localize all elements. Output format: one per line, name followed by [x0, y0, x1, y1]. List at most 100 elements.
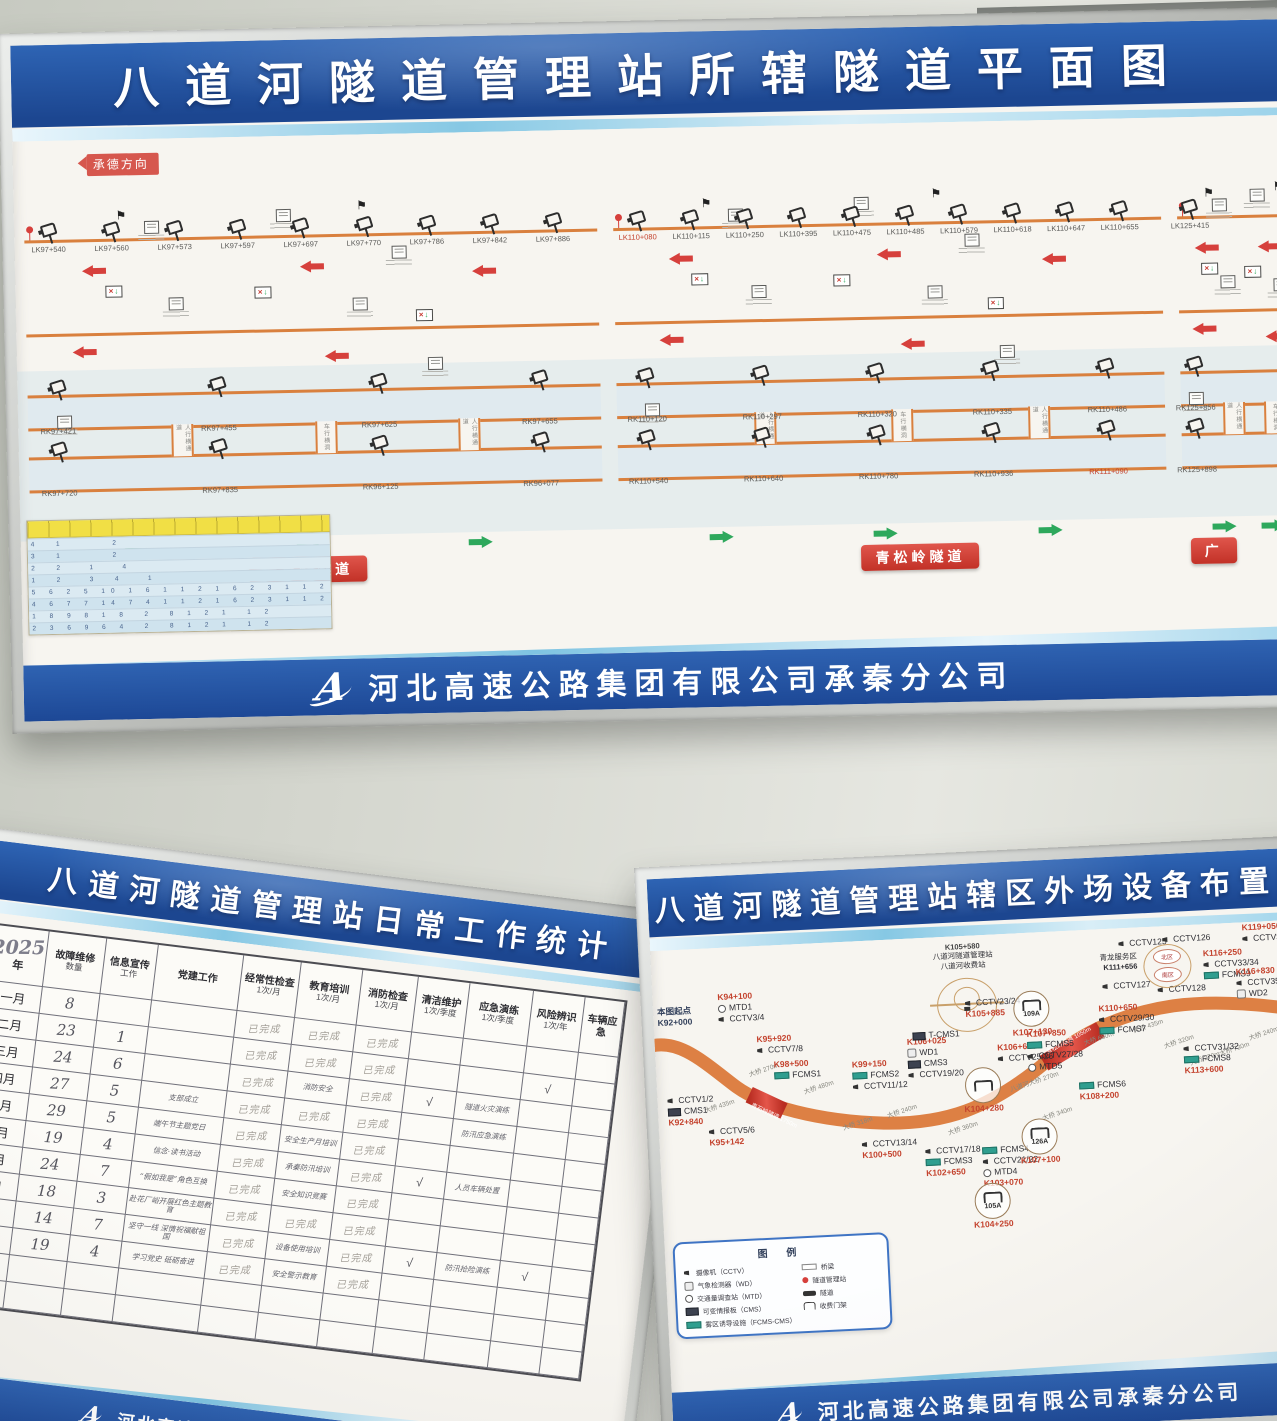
- gantry-stake: K104+250: [973, 1217, 1014, 1230]
- stake-label: LK110+485: [886, 226, 925, 237]
- handwritten-done: 已完成: [247, 1023, 281, 1035]
- equipment-map: 青石岭隧道 1750m 青松岭隧道 1050m 大桥 435m 大桥 270m 大桥…: [650, 918, 1277, 1371]
- cctv-camera-icon: [983, 420, 1002, 437]
- cam-icon: [667, 1098, 675, 1103]
- cross-passage: 人行横通道: [458, 417, 481, 451]
- fcms-icon: [1099, 1026, 1115, 1035]
- handwritten-number: 29: [46, 1101, 67, 1121]
- stake-label: RK110+120: [627, 413, 667, 424]
- sign-caption: [745, 298, 773, 307]
- handwritten-number: 7: [92, 1215, 104, 1234]
- stake-label: LK110+115: [672, 230, 710, 241]
- direction-arrow-left: [72, 346, 98, 359]
- sign-caption: [385, 259, 412, 267]
- cms-icon: [912, 1031, 926, 1041]
- legend-label: 收费门架: [819, 1302, 847, 1311]
- header-frequency: 1次/年: [542, 1019, 568, 1033]
- checkmark: √: [425, 1094, 434, 1110]
- lane-arrow-glyph: ↓: [424, 310, 430, 320]
- device-name: MTD5: [1038, 1060, 1063, 1072]
- stake-label: LK97+886: [535, 233, 571, 244]
- handwritten-note: 隧道火灾演练: [464, 1102, 510, 1115]
- handwritten-done: 已完成: [355, 1118, 389, 1130]
- cross-passage-label: 人行横通道: [1031, 405, 1047, 434]
- handwritten-note: 支部成立: [167, 1092, 199, 1105]
- lane-indicator-icon: ×↓: [254, 286, 272, 300]
- stake-label: RK97+625: [361, 419, 398, 430]
- map-start-point: 本图起点 K92+000: [656, 1005, 693, 1029]
- stake-label: LK110+475: [832, 227, 872, 238]
- company-logo-icon: A: [78, 1400, 108, 1421]
- sign-board-icon: [138, 220, 165, 242]
- stake-label: RK97+655: [521, 415, 558, 426]
- stake-label: LK110+250: [725, 229, 764, 240]
- header-frequency: 1次/月: [315, 991, 341, 1005]
- sign-board-icon: [745, 284, 773, 307]
- stake-label: RK96+125: [362, 481, 399, 492]
- year-handwritten: 2025: [0, 936, 46, 960]
- legend-left-column: 摄像机（CCTV） 气象检测器（WD） 交通量调查站（MTD） 可变情报板（CMS）雾…: [684, 1263, 796, 1330]
- cms-icon: [667, 1107, 682, 1117]
- cctv-camera-icon: [209, 375, 228, 392]
- cam-icon: [1028, 1054, 1036, 1059]
- sign-board-icon: [1243, 188, 1270, 210]
- map-device: K98+500 FCMS1: [774, 1057, 822, 1081]
- cctv-camera-icon: [355, 215, 373, 232]
- cctv-camera-icon: [39, 221, 58, 238]
- cms-icon: [685, 1307, 699, 1316]
- sign-caption: [921, 299, 948, 308]
- cctv-camera-icon: [418, 213, 437, 230]
- handwritten-note: 学习党史 砥砺奋进: [131, 1251, 195, 1267]
- device-stake: K95+142: [709, 1135, 745, 1148]
- cam-icon: [757, 1048, 765, 1053]
- checkmark: √: [415, 1175, 424, 1190]
- handwritten-note: 安全知识竞赛: [281, 1188, 327, 1202]
- direction-arrow-left: [877, 248, 903, 261]
- cctv-camera-icon: [868, 423, 887, 440]
- cross-passage-label: 车行横洞: [898, 410, 906, 439]
- direction-arrow-left: [1041, 253, 1067, 266]
- wd-icon: [684, 1281, 694, 1291]
- map-device: K116+830 CCTV35/36 WD2: [1236, 964, 1277, 1000]
- handwritten-done: 已完成: [244, 1050, 278, 1062]
- legend-right-column: 桥梁 隧道管理站 隧道 收费门架: [801, 1258, 882, 1324]
- legend-label: 交通量调查站（MTD）: [697, 1293, 767, 1304]
- handwritten-number: 24: [39, 1154, 60, 1174]
- sign-caption: [346, 311, 373, 320]
- stake-label: RK97+421: [40, 426, 77, 436]
- handwritten-done: 已完成: [336, 1279, 370, 1291]
- handwritten-done: 已完成: [303, 1057, 337, 1069]
- header-main: 党建工作: [177, 969, 219, 986]
- handwritten-number: 18: [36, 1181, 57, 1201]
- tunnel-plan-area: 承德方向 人行横通道 车行横洞 人行横通道 LK97+540 LK97+560 LK97+…: [12, 115, 1277, 642]
- cctv-camera-icon: [1186, 416, 1205, 433]
- cross-passage-label: 车行横洞: [322, 422, 329, 451]
- column-header: 车辆应急: [578, 997, 626, 1058]
- fcms-icon: [925, 1158, 941, 1167]
- cross-passage: 人行横通道: [1028, 405, 1051, 439]
- wd-icon: [907, 1048, 917, 1058]
- toll-cms-device: T-CMS1: [912, 1028, 960, 1041]
- interchange-label: K105+580 八道河隧道管理站 八道河收费站: [932, 941, 993, 971]
- tunnel-road: [1179, 307, 1277, 314]
- column-header: 应急演练 1次/季度: [463, 983, 535, 1047]
- month-label: 一月: [0, 989, 27, 1007]
- map-device: FCMS6 K108+200: [1079, 1078, 1127, 1102]
- mtd-icon: [717, 1004, 727, 1013]
- sign-board-icon: [422, 356, 449, 378]
- stake-label: RK110+780: [858, 470, 899, 481]
- handwritten-note: 安全生产月培训: [283, 1134, 338, 1149]
- mtd-icon: [684, 1294, 694, 1304]
- tunnel-start-pin: [615, 213, 623, 221]
- sign-board-icon: [921, 285, 948, 308]
- map-board-footer: A 河北高速公路集团有限公司承秦分公司: [671, 1359, 1277, 1421]
- handwritten-number: 8: [64, 994, 75, 1013]
- cross-passage: 车行横洞: [314, 420, 338, 454]
- direction-arrow-right: [1260, 519, 1277, 532]
- direction-arrow-left: [660, 334, 686, 347]
- legend-item: 桥梁: [801, 1258, 879, 1272]
- handwritten-note: “假如我是”角色互换: [138, 1171, 208, 1187]
- handwritten-note: 防汛抢险演练: [444, 1262, 490, 1276]
